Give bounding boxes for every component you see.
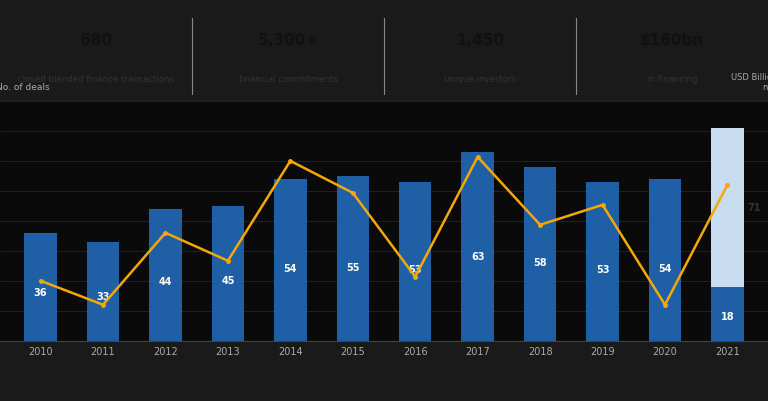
Text: financial commitments: financial commitments	[239, 75, 337, 84]
Text: 54: 54	[283, 263, 297, 273]
Text: 58: 58	[533, 258, 547, 268]
Text: No. of deals: No. of deals	[0, 83, 50, 92]
Text: USD Billio
ns: USD Billio ns	[731, 73, 768, 92]
Bar	[649, 179, 681, 341]
Text: unique investors: unique investors	[444, 75, 516, 84]
Bar	[212, 207, 244, 341]
Bar	[711, 129, 743, 341]
Text: 45: 45	[221, 275, 235, 285]
Text: 1,450: 1,450	[456, 33, 504, 48]
Bar	[399, 182, 432, 341]
Text: 53: 53	[596, 265, 609, 275]
Text: 53: 53	[409, 265, 422, 275]
Text: closed blended finance transactions: closed blended finance transactions	[18, 75, 174, 84]
Bar	[149, 209, 182, 341]
Text: 680: 680	[80, 33, 112, 48]
Bar	[524, 168, 556, 341]
Text: $160bn: $160bn	[640, 33, 704, 48]
Text: 5,300+: 5,300+	[257, 33, 319, 48]
Bar	[87, 242, 119, 341]
Text: 44: 44	[159, 277, 172, 287]
Bar	[586, 182, 619, 341]
Text: in financing: in financing	[647, 75, 697, 84]
Text: 54: 54	[658, 263, 672, 273]
Text: 36: 36	[34, 288, 48, 298]
Text: 71: 71	[747, 203, 761, 213]
Bar	[711, 287, 743, 341]
Bar	[336, 176, 369, 341]
Text: 63: 63	[471, 251, 485, 261]
Y-axis label: USD Billio
ns: USD Billio ns	[0, 400, 1, 401]
Bar	[462, 152, 494, 341]
Text: 18: 18	[720, 312, 734, 322]
Text: 33: 33	[96, 292, 110, 302]
Bar	[274, 179, 306, 341]
Y-axis label: No. of deals: No. of deals	[0, 400, 1, 401]
Bar	[25, 233, 57, 341]
Text: 55: 55	[346, 262, 359, 272]
